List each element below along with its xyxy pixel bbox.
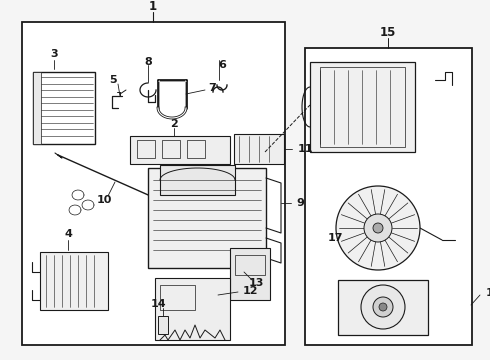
Circle shape [336,186,420,270]
Text: 15: 15 [380,26,396,39]
Bar [160,285,195,310]
Text: 13: 13 [248,278,264,288]
Text: 17: 17 [327,233,343,243]
Text: 2: 2 [170,119,178,129]
Text: 3: 3 [50,49,58,59]
Bar [158,316,168,334]
Bar [235,255,265,275]
Bar [234,134,284,164]
Bar [33,72,95,144]
Circle shape [373,297,393,317]
Bar [160,165,235,195]
Text: 4: 4 [64,229,72,239]
Text: 5: 5 [109,75,117,85]
Text: 14: 14 [150,299,166,309]
Bar [338,280,428,335]
Bar [162,140,180,158]
Text: 8: 8 [144,57,152,67]
Text: 7: 7 [208,83,216,93]
Circle shape [361,285,405,329]
Text: 12: 12 [243,286,259,296]
Bar [305,48,472,345]
Bar [310,62,415,152]
Text: 10: 10 [97,195,112,205]
Bar [137,140,155,158]
Text: 16: 16 [486,288,490,298]
Bar [22,22,285,345]
Text: 11: 11 [298,144,314,154]
Bar [130,136,230,164]
Text: 1: 1 [149,0,157,13]
Text: 6: 6 [218,60,226,70]
Circle shape [158,331,168,341]
Bar [320,67,405,147]
Bar [148,168,266,268]
Circle shape [364,214,392,242]
Circle shape [373,223,383,233]
Text: 9: 9 [296,198,304,208]
Bar [230,248,270,300]
Bar [40,252,108,310]
Bar [155,278,230,340]
Circle shape [379,303,387,311]
Bar [33,72,41,144]
Bar [187,140,205,158]
